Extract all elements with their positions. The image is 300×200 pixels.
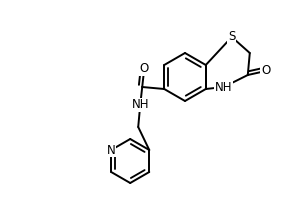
Text: NH: NH — [215, 81, 232, 94]
Text: NH: NH — [131, 98, 149, 112]
Text: O: O — [140, 62, 149, 75]
Text: S: S — [228, 30, 236, 44]
Text: N: N — [107, 144, 116, 156]
Text: O: O — [261, 64, 270, 77]
